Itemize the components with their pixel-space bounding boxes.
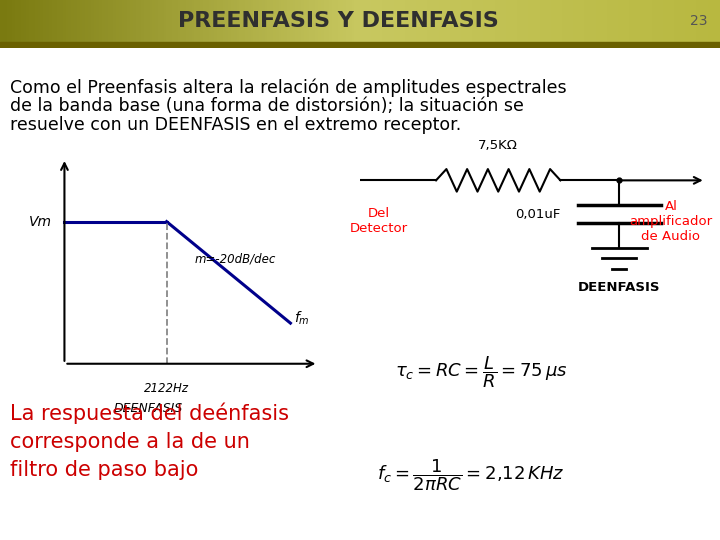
Text: Como el Preenfasis altera la relación de amplitudes espectrales: Como el Preenfasis altera la relación de… xyxy=(10,78,567,97)
Text: resuelve con un DEENFASIS en el extremo receptor.: resuelve con un DEENFASIS en el extremo … xyxy=(10,116,462,134)
Text: DEENFASIS: DEENFASIS xyxy=(114,402,183,415)
Bar xyxy=(0,42,720,48)
Text: de la banda base (una forma de distorsión); la situación se: de la banda base (una forma de distorsió… xyxy=(10,97,524,115)
Text: La respuesta del deénfasis
corresponde a la de un
filtro de paso bajo: La respuesta del deénfasis corresponde a… xyxy=(10,402,289,480)
Text: $f_c = \dfrac{1}{2\pi RC} = 2{,}12\,KHz$: $f_c = \dfrac{1}{2\pi RC} = 2{,}12\,KHz$ xyxy=(377,457,565,493)
Text: 2122Hz: 2122Hz xyxy=(144,381,189,395)
Text: DEENFASIS: DEENFASIS xyxy=(578,281,660,294)
Text: Al
amplificador
de Audio: Al amplificador de Audio xyxy=(629,200,713,243)
Text: $f_m$: $f_m$ xyxy=(294,309,310,327)
Text: 7,5KΩ: 7,5KΩ xyxy=(478,139,518,152)
Text: PREENFASIS Y DEENFASIS: PREENFASIS Y DEENFASIS xyxy=(178,11,499,31)
Text: m=-20dB/dec: m=-20dB/dec xyxy=(194,252,276,265)
Text: 23: 23 xyxy=(690,15,707,29)
Text: Vm: Vm xyxy=(29,214,52,228)
Text: Del
Detector: Del Detector xyxy=(350,207,408,235)
Text: 0,01uF: 0,01uF xyxy=(515,208,560,221)
Text: $\tau_c = RC = \dfrac{L}{R} = 75\,\mu s$: $\tau_c = RC = \dfrac{L}{R} = 75\,\mu s$ xyxy=(395,355,567,390)
